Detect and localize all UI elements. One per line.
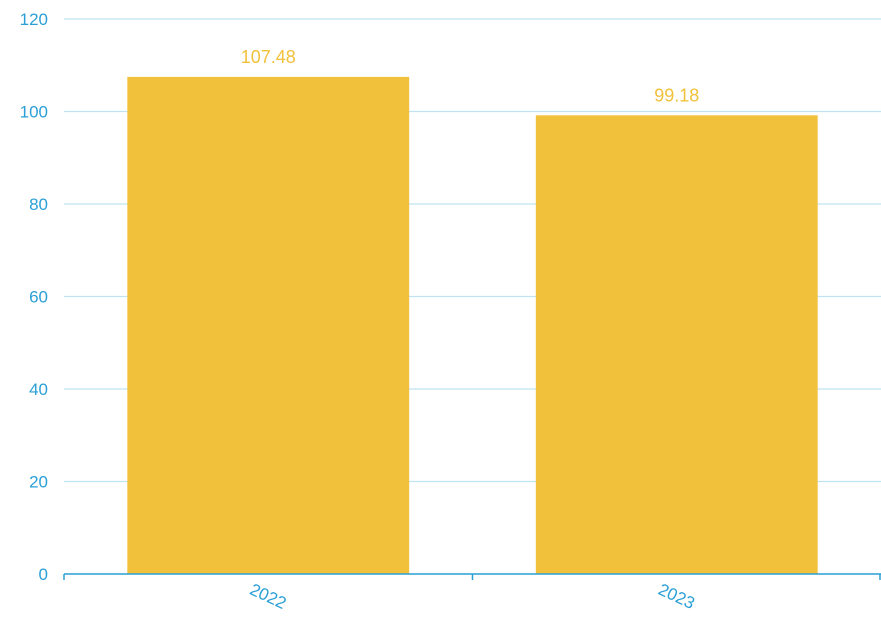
y-tick-label: 120 — [20, 10, 48, 29]
x-tick-label: 2023 — [655, 580, 697, 613]
value-labels: 107.48 99.18 — [241, 47, 700, 105]
x-axis: 2022 2023 — [63, 573, 881, 613]
y-tick-label: 60 — [29, 288, 48, 307]
y-tick-label: 40 — [29, 380, 48, 399]
data-label-2023: 99.18 — [654, 85, 699, 105]
x-tick-label: 2022 — [247, 580, 289, 613]
y-tick-label: 0 — [39, 565, 48, 584]
y-axis: 0 20 40 60 80 100 120 — [20, 10, 48, 584]
bar-2023 — [535, 115, 818, 574]
bar-2022 — [127, 76, 410, 574]
y-tick-label: 20 — [29, 473, 48, 492]
y-tick-label: 100 — [20, 103, 48, 122]
y-tick-label: 80 — [29, 195, 48, 214]
data-label-2022: 107.48 — [241, 47, 296, 67]
bars — [127, 76, 818, 574]
